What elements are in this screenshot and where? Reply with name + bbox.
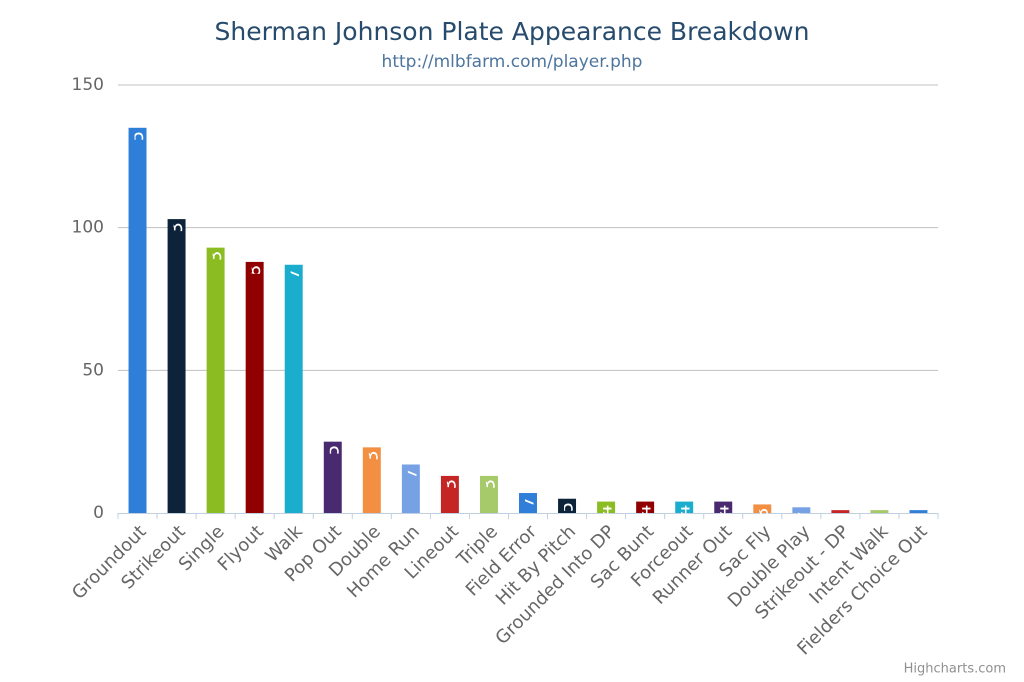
bar <box>519 493 537 513</box>
data-label: 23 <box>360 450 382 474</box>
data-label: 87 <box>282 268 304 292</box>
data-label: 4 <box>634 505 656 517</box>
chart-title: Sherman Johnson Plate Appearance Breakdo… <box>215 17 810 46</box>
bar <box>479 475 498 513</box>
bar <box>362 447 381 513</box>
bar <box>206 247 225 513</box>
bar <box>597 501 616 513</box>
data-label: 135 <box>126 131 148 167</box>
data-label: 3 <box>751 507 773 519</box>
bar <box>558 498 577 513</box>
bar <box>714 501 733 513</box>
y-tick-label: 150 <box>72 75 104 95</box>
data-label: 93 <box>204 251 226 275</box>
y-tick-label: 0 <box>93 503 104 523</box>
bar <box>284 264 303 513</box>
data-label: 17 <box>399 467 421 491</box>
bar <box>440 475 459 513</box>
bar <box>753 504 772 513</box>
data-label: 1 <box>829 513 851 525</box>
y-tick-label: 50 <box>82 360 104 380</box>
data-label: 13 <box>438 479 460 503</box>
data-label: 25 <box>321 445 343 469</box>
bar <box>675 501 694 513</box>
bar <box>245 261 264 513</box>
data-label: 5 <box>556 502 578 514</box>
y-tick-label: 100 <box>72 218 104 238</box>
bar <box>792 507 811 513</box>
credits: Highcharts.com <box>904 662 1006 677</box>
data-label: 4 <box>595 505 617 517</box>
data-label: 88 <box>243 265 265 289</box>
bar <box>831 510 850 513</box>
bar <box>870 510 889 513</box>
bar <box>636 501 655 513</box>
bar <box>401 464 420 513</box>
data-label: 1 <box>868 513 890 525</box>
data-label: 7 <box>517 496 539 508</box>
bar <box>323 441 342 513</box>
bar <box>167 219 186 513</box>
data-label: 4 <box>712 505 734 517</box>
bar <box>128 127 147 514</box>
bar <box>909 510 928 513</box>
data-label: 2 <box>790 510 812 522</box>
data-label: 1 <box>907 513 929 525</box>
chart-subtitle: http://mlbfarm.com/player.php <box>382 52 643 72</box>
data-label: 103 <box>165 222 187 258</box>
data-label: 4 <box>673 505 695 517</box>
data-label: 13 <box>477 479 499 503</box>
